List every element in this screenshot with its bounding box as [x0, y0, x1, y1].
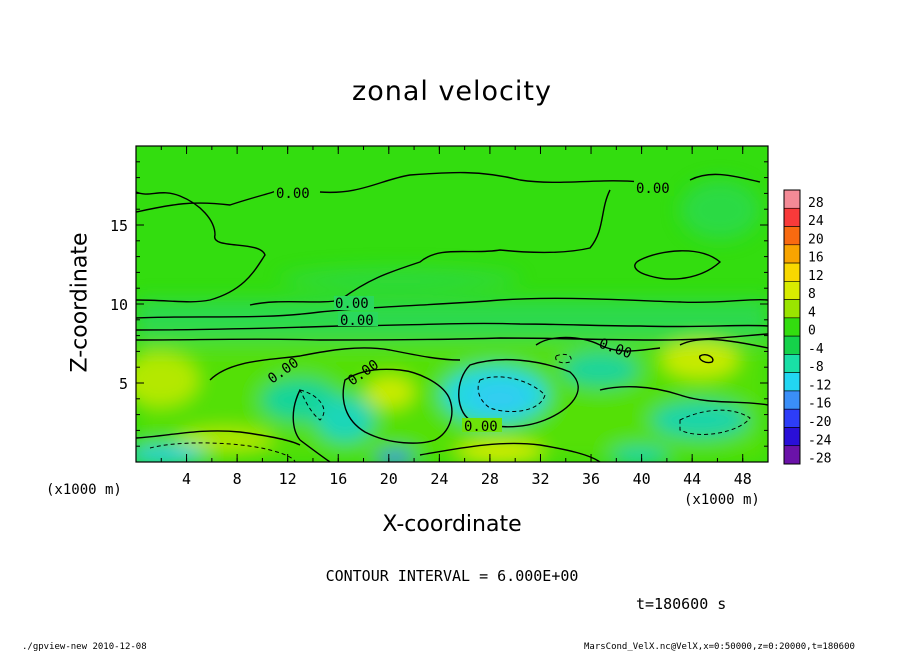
colorbar-label: 28: [808, 196, 824, 211]
colorbar-label: -12: [808, 378, 831, 393]
colorbar-swatch: [783, 207, 801, 227]
x-tick-label: 16: [329, 470, 347, 488]
colorbar-frame: [783, 189, 801, 465]
colorbar-swatch: [783, 244, 801, 264]
x-tick-label: 8: [233, 470, 242, 488]
colorbar-label: -8: [808, 360, 824, 375]
colorbar-label: 4: [808, 305, 816, 320]
colorbar-swatch: [783, 226, 801, 246]
colorbar-label: -20: [808, 415, 831, 430]
y-axis-label: Z-coordinate: [67, 232, 93, 373]
y-tick-label: 15: [110, 217, 128, 235]
colorbar-label: 12: [808, 269, 824, 284]
y-axis: 5 10 15: [110, 161, 768, 447]
x-axis: 4 8 12 16 20 24 28 32 36 40 44 48: [135, 146, 769, 488]
x-tick-label: 4: [182, 470, 191, 488]
colorbar-label: -4: [808, 342, 824, 357]
colorbar-swatch: [783, 427, 801, 447]
colorbar-swatch: [783, 281, 801, 300]
colorbar-label: 24: [808, 214, 824, 229]
footer-left-info: ./gpview-new 2010-12-08: [22, 642, 147, 652]
y-tick-label: 10: [110, 296, 128, 314]
time-stamp: t=180600 s: [636, 595, 727, 613]
colorbar-label: 0: [808, 324, 816, 339]
negative-contours: [149, 353, 751, 462]
contour-label: 0.00: [636, 181, 670, 197]
colorbar-swatch: [783, 354, 801, 373]
colorbar-swatch: [783, 390, 801, 410]
colorbar-swatch: [783, 299, 801, 319]
colorbar-swatch: [783, 445, 801, 465]
colorbar-swatch: [783, 335, 801, 355]
colorbar-swatch: [783, 408, 801, 428]
colorbar-label: 16: [808, 251, 824, 266]
x-unit-label-left: (x1000 m): [46, 482, 122, 498]
x-tick-label: 36: [582, 470, 600, 488]
x-unit-label-right: (x1000 m): [684, 492, 760, 508]
contour-label: 0.00: [276, 186, 310, 202]
x-tick-label: 28: [481, 470, 499, 488]
colorbar-swatch: [783, 189, 801, 209]
x-axis-label: X-coordinate: [382, 512, 522, 537]
colorbar-swatch: [783, 372, 801, 392]
chart-title: zonal velocity: [352, 76, 552, 107]
x-tick-label: 32: [531, 470, 549, 488]
contour-lines: [136, 171, 768, 462]
contour-label: 0.00: [335, 296, 369, 312]
colorbar-label: -24: [808, 433, 832, 448]
x-tick-label: 24: [430, 470, 448, 488]
contour-interval-text: CONTOUR INTERVAL = 6.000E+00: [325, 567, 579, 585]
colorbar-label: -16: [808, 397, 831, 412]
y-tick-label: 5: [119, 375, 128, 393]
colorbar-label: 8: [808, 287, 816, 302]
colorbar-swatch: [783, 317, 801, 337]
colorbar: 28 24 20 16 12 8 4 0 -4 -8 -12 -16 -20 -24 -28: [783, 189, 832, 467]
x-tick-label: 40: [633, 470, 651, 488]
x-tick-label: 12: [279, 470, 297, 488]
colorbar-label: -28: [808, 452, 831, 467]
heatmap-field: [136, 146, 768, 462]
footer-right-info: MarsCond_VelX.nc@VelX,x=0:50000,z=0:2000…: [584, 642, 855, 652]
colorbar-swatch: [783, 262, 801, 282]
x-tick-label: 44: [683, 470, 701, 488]
x-tick-label: 48: [734, 470, 752, 488]
x-tick-label: 20: [380, 470, 398, 488]
contour-label: 0.00: [464, 419, 498, 435]
colorbar-label: 20: [808, 232, 824, 247]
contour-label: 0.00: [340, 313, 374, 329]
